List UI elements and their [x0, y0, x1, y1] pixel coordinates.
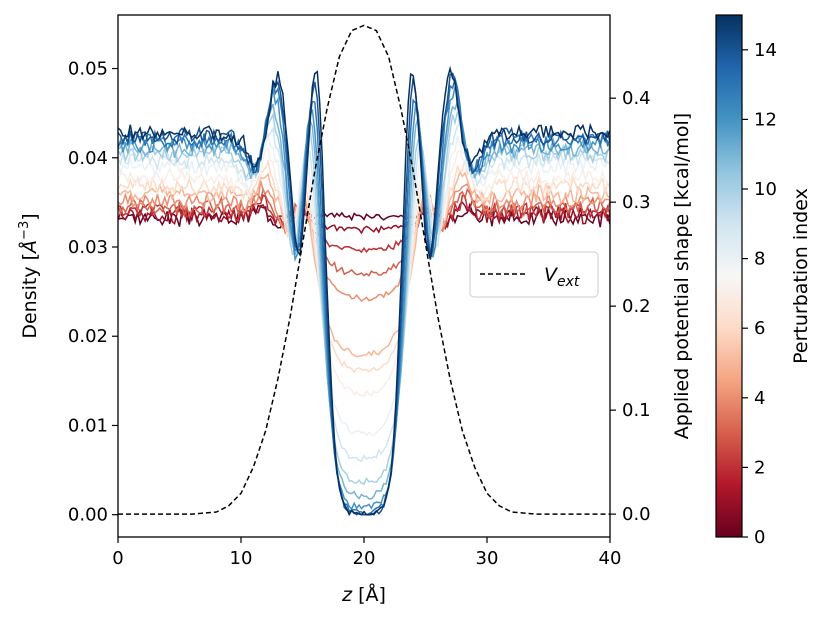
colorbar-tick-label: 10 [754, 179, 777, 200]
density-line-7 [118, 147, 610, 398]
density-line-3 [118, 186, 610, 277]
density-line-4 [118, 180, 610, 303]
y-right-tick-label: 0.2 [622, 296, 651, 317]
y-right-tick-label: 0.1 [622, 400, 651, 421]
colorbar-tick-label: 14 [754, 40, 777, 61]
density-line-2 [118, 194, 610, 254]
density-line-9 [118, 122, 610, 463]
y-right-tick-label: 0.0 [622, 504, 651, 525]
density-line-10 [118, 111, 610, 485]
y-axis-left-label: Density [Å−3] [17, 213, 41, 338]
potential-line [118, 24, 610, 515]
colorbar-gradient [715, 14, 743, 538]
colorbar-tick-label: 2 [754, 457, 765, 478]
y-left-tick-label: 0.02 [68, 326, 108, 347]
y-left-tick-label: 0.05 [68, 59, 108, 80]
legend-label: Vext [544, 264, 580, 290]
density-line-0 [118, 201, 610, 231]
y-left-tick-label: 0.03 [68, 237, 108, 258]
x-axis: 0 10 20 30 40 [112, 537, 621, 569]
x-axis-label: z [Å] [341, 583, 386, 606]
colorbar-ticks: 0 2 4 6 8 10 12 14 [742, 40, 777, 548]
colorbar-label: Perturbation index [790, 188, 812, 364]
colorbar-tick-label: 0 [754, 527, 765, 548]
colorbar-tick-label: 12 [754, 109, 777, 130]
x-tick-label: 30 [476, 548, 499, 569]
y-right-tick-label: 0.4 [622, 88, 651, 109]
density-line-14 [118, 72, 610, 516]
density-line-12 [118, 84, 610, 511]
colorbar: 0 2 4 6 8 10 12 14 Perturbation index [715, 14, 812, 548]
density-line-15 [118, 65, 610, 517]
y-left-tick-label: 0.00 [68, 505, 108, 526]
y-right-tick-label: 0.3 [622, 192, 651, 213]
density-series-group [118, 65, 610, 517]
legend-box [469, 251, 599, 298]
density-line-5 [118, 169, 610, 358]
colorbar-tick-label: 8 [754, 249, 765, 270]
y-left-tick-label: 0.04 [68, 148, 108, 169]
y-axis-right: 0.0 0.1 0.2 0.3 0.4 [610, 88, 651, 525]
x-tick-label: 40 [599, 548, 622, 569]
x-tick-label: 0 [112, 548, 123, 569]
y-left-tick-label: 0.01 [68, 415, 108, 436]
potential-series-group [118, 24, 610, 515]
x-tick-label: 20 [353, 548, 376, 569]
colorbar-tick-label: 4 [754, 388, 765, 409]
density-line-6 [118, 158, 610, 374]
x-tick-label: 10 [230, 548, 253, 569]
legend: Vext [469, 251, 599, 298]
colorbar-tick-label: 6 [754, 318, 765, 339]
y-axis-left: 0.00 0.01 0.02 0.03 0.04 0.05 [68, 59, 118, 526]
y-axis-right-label: Applied potential shape [kcal/mol] [671, 113, 693, 439]
